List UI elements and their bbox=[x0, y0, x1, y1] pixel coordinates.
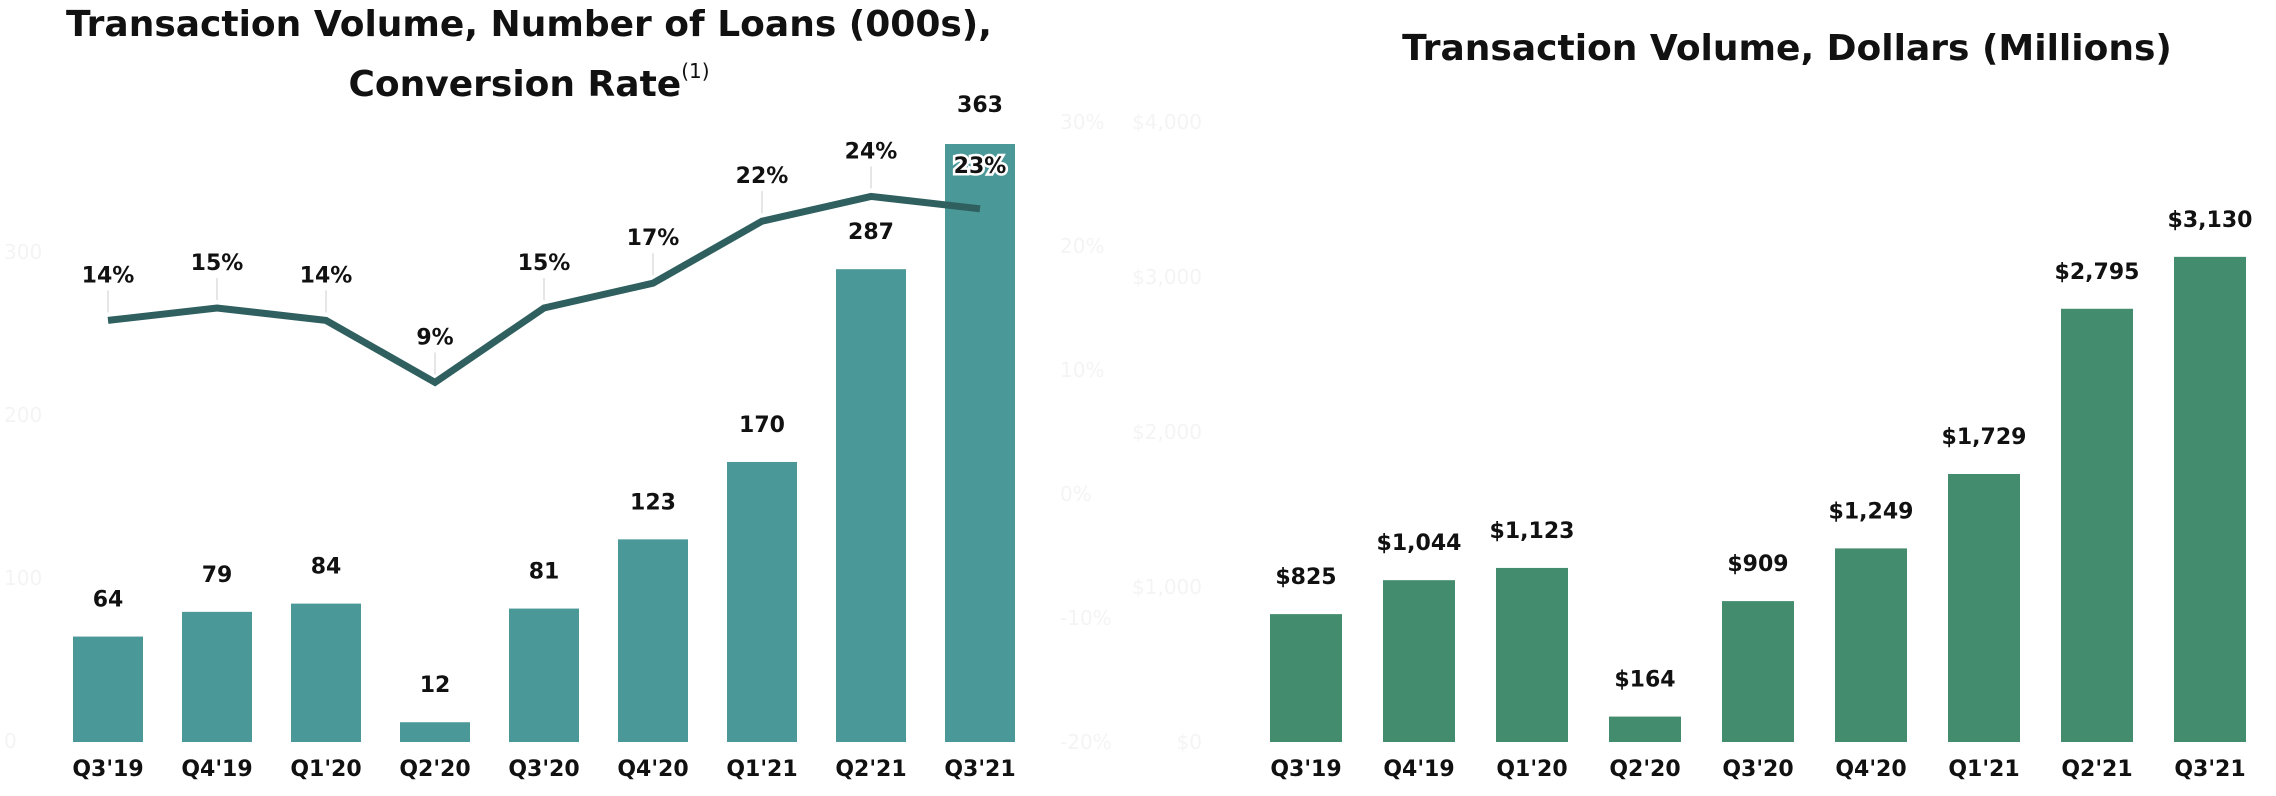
loans-chart: 0 100 200 300 -20% -10% 0% 10% 20% 30% Q3'19 Q4'19 Q… bbox=[4, 93, 1112, 782]
category-label: Q3'20 bbox=[508, 757, 579, 782]
category-label: Q3'20 bbox=[1722, 757, 1793, 782]
category-label: Q1'21 bbox=[726, 757, 797, 782]
left-axis-tick: 300 bbox=[4, 240, 42, 264]
bar-data-label: $1,044 bbox=[1377, 531, 1462, 556]
bar bbox=[2061, 308, 2133, 742]
line-data-label: 15% bbox=[191, 251, 244, 276]
bar bbox=[836, 269, 906, 742]
title-line-1: Transaction Volume, Number of Loans (000… bbox=[66, 4, 992, 45]
bar-data-label: 170 bbox=[739, 413, 785, 438]
axis-tick: $3,000 bbox=[1132, 265, 1202, 289]
bar bbox=[1835, 548, 1907, 742]
axis-tick: $4,000 bbox=[1132, 110, 1202, 134]
bar bbox=[1722, 601, 1794, 742]
line-data-label: 17% bbox=[627, 226, 680, 251]
right-axis-tick: 30% bbox=[1060, 110, 1104, 134]
bar bbox=[618, 539, 688, 742]
bar-data-label: $1,123 bbox=[1490, 519, 1575, 544]
bar bbox=[400, 722, 470, 742]
bar-data-label: 12 bbox=[420, 673, 451, 698]
conversion-rate-line bbox=[107, 192, 981, 387]
bar-data-label: $2,795 bbox=[2055, 260, 2140, 285]
axis-tick: $1,000 bbox=[1132, 575, 1202, 599]
category-label: Q2'20 bbox=[399, 757, 470, 782]
bar-data-label: 84 bbox=[311, 555, 342, 580]
bar-data-label: 79 bbox=[202, 563, 233, 588]
bar-data-label: 123 bbox=[630, 490, 676, 515]
bar bbox=[509, 608, 579, 742]
bar bbox=[1496, 567, 1568, 742]
bar bbox=[1609, 716, 1681, 742]
bar-data-label: 363 bbox=[957, 93, 1003, 118]
category-label: Q3'19 bbox=[1270, 757, 1341, 782]
category-label: Q2'21 bbox=[835, 757, 906, 782]
axis-tick: $0 bbox=[1177, 730, 1202, 754]
right-axis-tick: 20% bbox=[1060, 234, 1104, 258]
bar-data-label: $3,130 bbox=[2168, 208, 2253, 233]
dollars-chart-title: Transaction Volume, Dollars (Millions) bbox=[1402, 28, 2172, 69]
bar bbox=[73, 636, 143, 742]
line-data-label: 9% bbox=[416, 325, 453, 350]
category-label: Q1'20 bbox=[290, 757, 361, 782]
bar-data-label: 81 bbox=[529, 560, 560, 585]
title-line-2: Conversion Rate bbox=[348, 64, 682, 105]
category-label: Q3'21 bbox=[2174, 757, 2245, 782]
category-label: Q2'20 bbox=[1609, 757, 1680, 782]
dollars-chart: $0 $1,000 $2,000 $3,000 $4,000 Q3'19 $825 Q4'19… bbox=[1132, 110, 2253, 782]
right-axis-tick: -20% bbox=[1060, 730, 1112, 754]
line-data-label: 15% bbox=[518, 251, 571, 276]
bar bbox=[1383, 580, 1455, 742]
dollars-chart-panel: Transaction Volume, Dollars (Millions) $… bbox=[1132, 0, 2276, 796]
loans-chart-panel: Transaction Volume, Number of Loans (000… bbox=[0, 2, 1112, 782]
category-label: Q4'19 bbox=[181, 757, 252, 782]
footnote-marker: (1) bbox=[681, 59, 710, 83]
line-data-label: 22% bbox=[736, 164, 789, 189]
bar-data-label: 287 bbox=[848, 220, 894, 245]
left-axis-tick: 0 bbox=[4, 729, 17, 753]
bar-data-label: 64 bbox=[93, 588, 124, 613]
line-data-label: 14% bbox=[300, 263, 353, 288]
line-data-label: 23% bbox=[954, 154, 1007, 179]
category-label: Q4'20 bbox=[1835, 757, 1906, 782]
category-label: Q4'20 bbox=[617, 757, 688, 782]
bar-data-label: $1,249 bbox=[1829, 499, 1914, 524]
line-data-label: 24% bbox=[845, 139, 898, 164]
bar bbox=[727, 461, 797, 742]
category-label: Q1'21 bbox=[1948, 757, 2019, 782]
category-label: Q1'20 bbox=[1496, 757, 1567, 782]
line-data-label: 14% bbox=[82, 263, 135, 288]
bar-data-label: $909 bbox=[1727, 552, 1788, 577]
bar bbox=[2174, 256, 2246, 742]
right-axis-tick: 10% bbox=[1060, 358, 1104, 382]
bar bbox=[945, 144, 1015, 742]
right-axis-tick: -10% bbox=[1060, 606, 1112, 630]
category-label: Q2'21 bbox=[2061, 757, 2132, 782]
category-label: Q3'19 bbox=[72, 757, 143, 782]
category-label: Q4'19 bbox=[1383, 757, 1454, 782]
loans-chart-title: Transaction Volume, Number of Loans (000… bbox=[0, 2, 1098, 108]
category-label: Q3'21 bbox=[944, 757, 1015, 782]
bar bbox=[291, 603, 361, 742]
bar bbox=[182, 611, 252, 742]
bar bbox=[1270, 614, 1342, 742]
bar-data-label: $1,729 bbox=[1942, 425, 2027, 450]
left-axis-tick: 100 bbox=[4, 566, 42, 590]
left-axis-tick: 200 bbox=[4, 403, 42, 427]
axis-tick: $2,000 bbox=[1132, 420, 1202, 444]
bar-data-label: $164 bbox=[1614, 668, 1675, 693]
bar-data-label: $825 bbox=[1275, 565, 1336, 590]
right-axis-tick: 0% bbox=[1060, 482, 1092, 506]
bar bbox=[1948, 474, 2020, 742]
